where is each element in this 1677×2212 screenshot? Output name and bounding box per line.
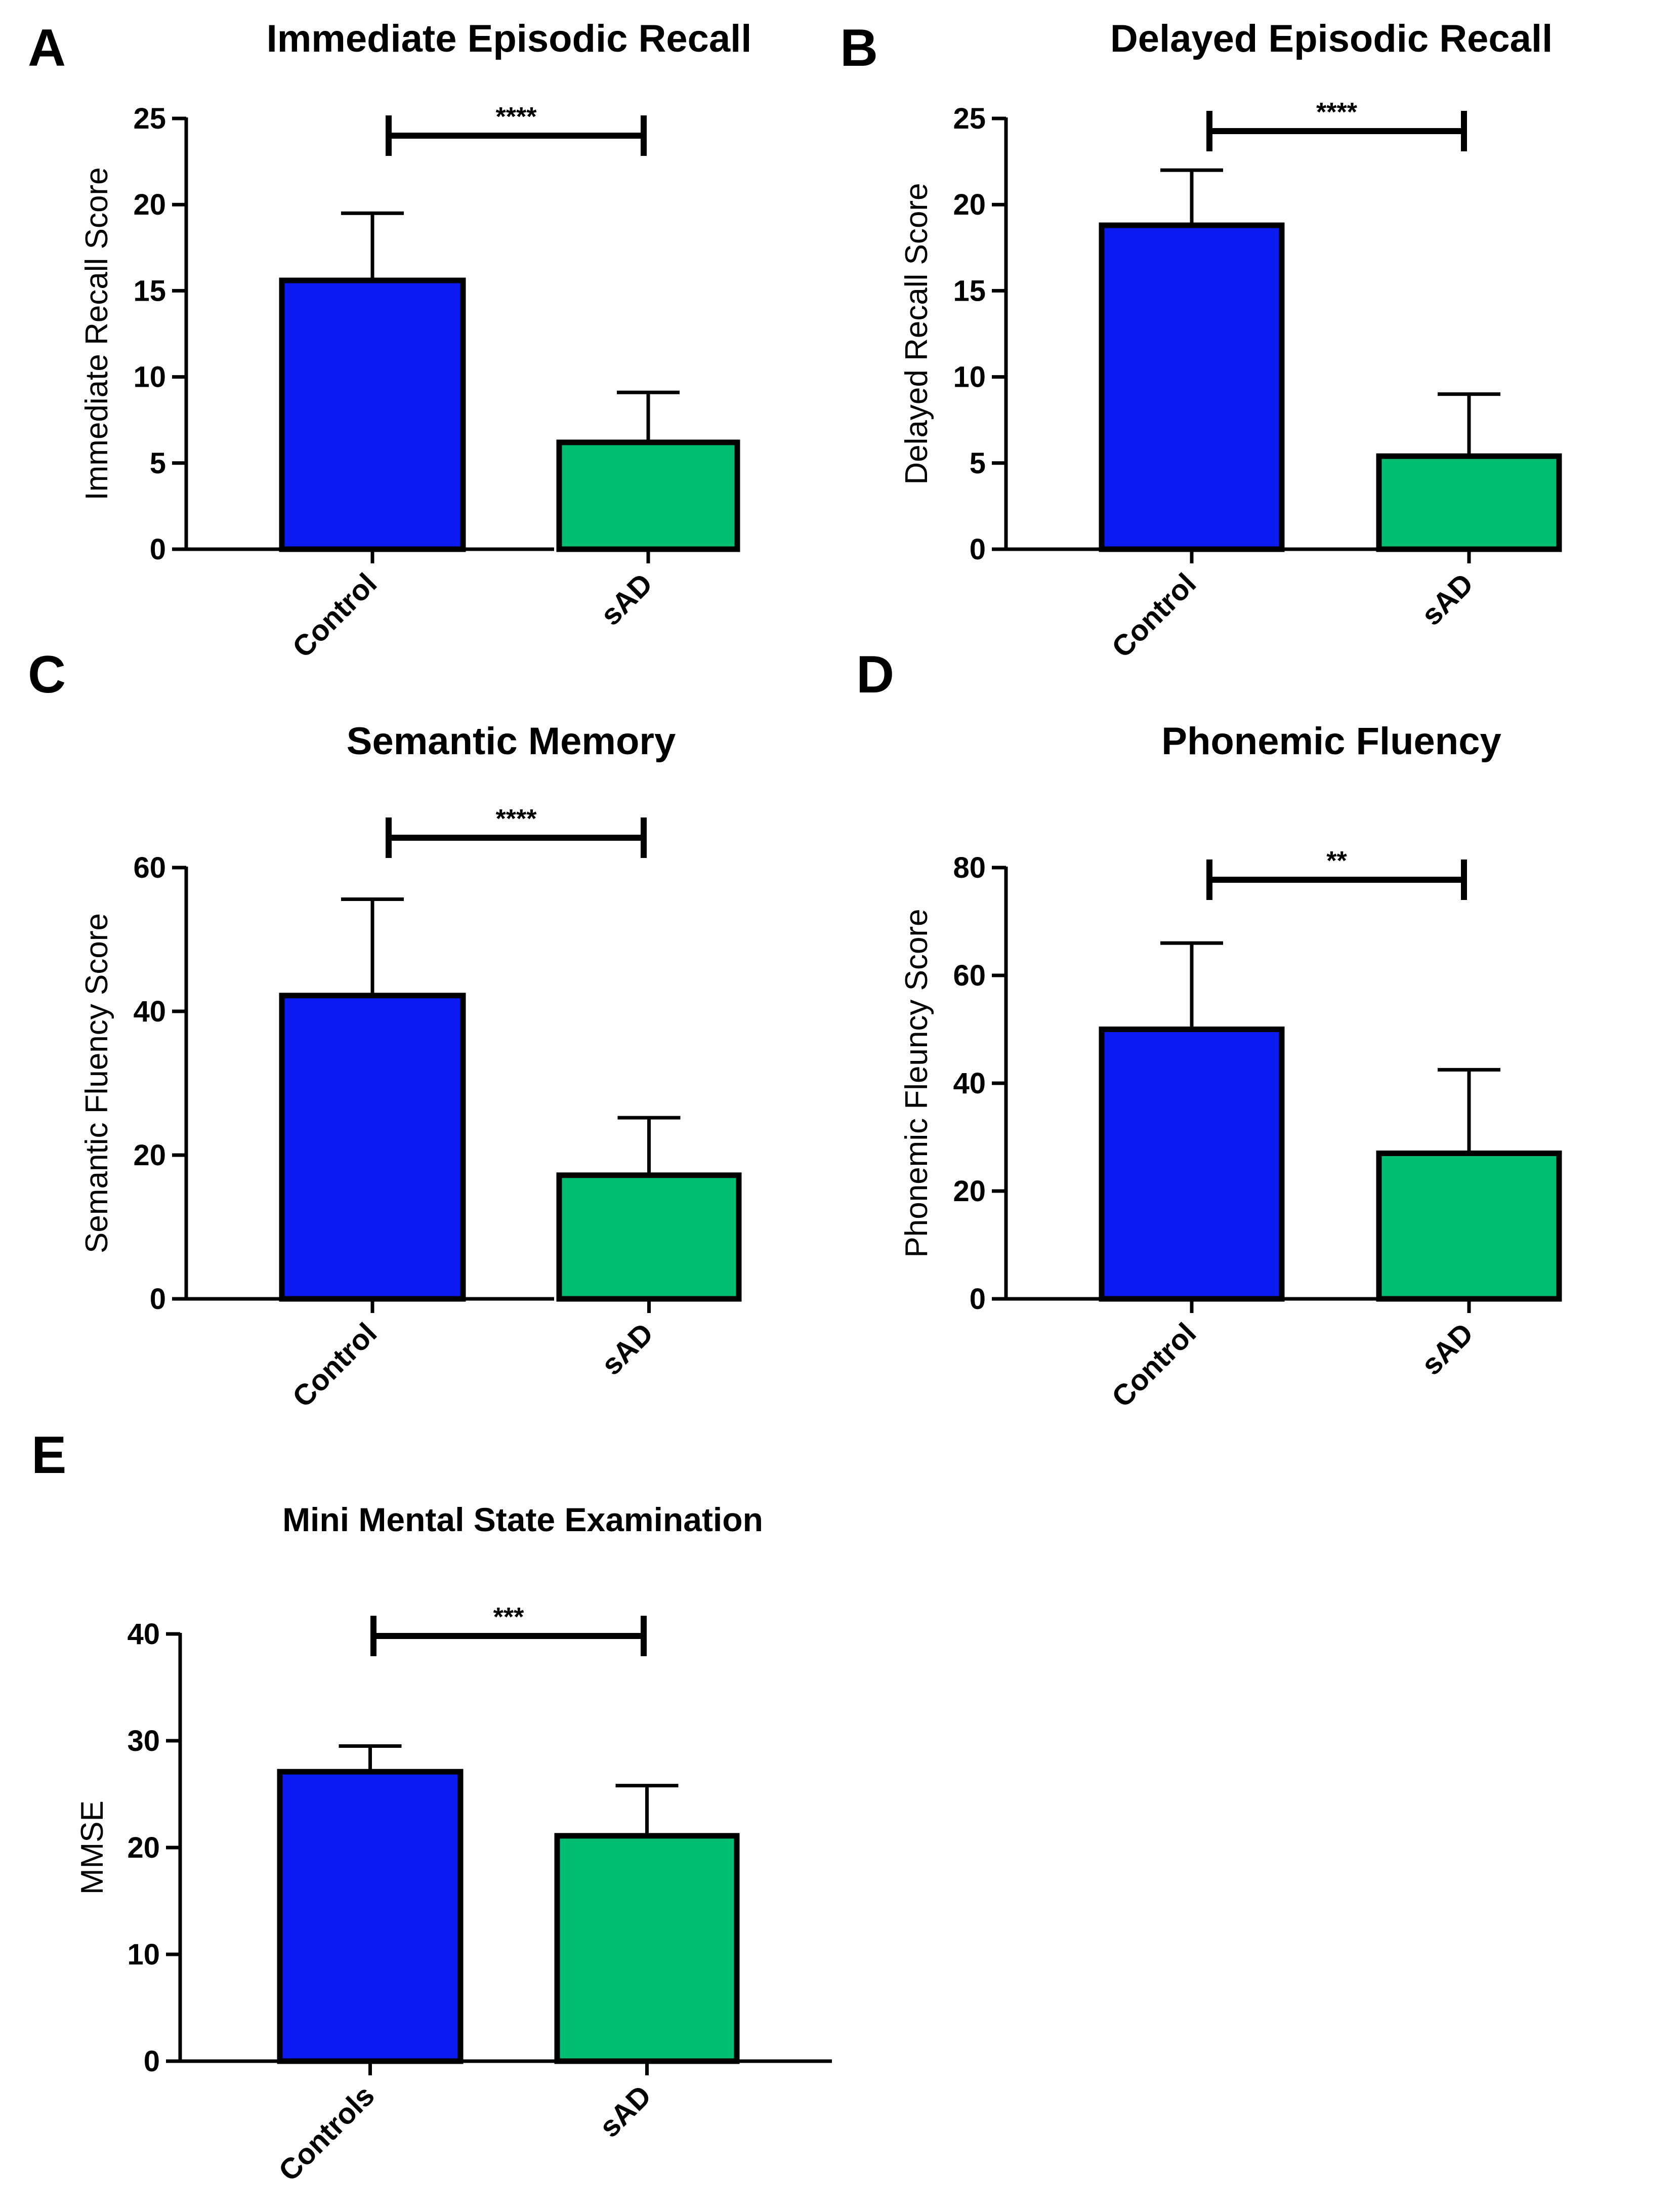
- y-tick-label: 0: [150, 533, 166, 566]
- x-tick-label: sAD: [594, 567, 659, 632]
- bar-control: [1099, 222, 1285, 552]
- y-tick-label: 0: [144, 2045, 160, 2078]
- bar-sad: [554, 1833, 740, 2064]
- x-tick-label: Control: [1105, 567, 1202, 664]
- y-tick-label: 5: [150, 447, 166, 480]
- x-tick-label: Control: [286, 567, 383, 664]
- y-tick-label: 40: [127, 1618, 160, 1651]
- significance-label: **: [1326, 846, 1347, 876]
- chart-title: Immediate Episodic Recall: [267, 17, 752, 60]
- bar-control: [279, 993, 466, 1302]
- y-tick-label: 20: [133, 1139, 166, 1172]
- y-tick-label: 0: [970, 1283, 986, 1316]
- significance-label: ****: [496, 102, 537, 132]
- chart-title: Delayed Episodic Recall: [1110, 17, 1553, 60]
- significance-label: ****: [1316, 98, 1358, 127]
- y-tick-label: 15: [133, 274, 166, 307]
- panel-label: E: [31, 1426, 66, 1485]
- y-tick-label: 20: [953, 1175, 986, 1208]
- x-tick-label: Control: [286, 1317, 383, 1414]
- significance-label: ****: [496, 804, 537, 834]
- bar-sad: [1376, 453, 1562, 552]
- y-tick-label: 10: [127, 1938, 160, 1971]
- y-axis-label: Semantic Fluency Score: [79, 913, 114, 1253]
- bar-control: [1099, 1027, 1285, 1302]
- panel-label: C: [28, 645, 66, 704]
- chart-title: Semantic Memory: [347, 720, 676, 763]
- y-tick-label: 20: [133, 188, 166, 221]
- y-tick-label: 10: [953, 361, 986, 394]
- bar-sad: [556, 1172, 742, 1302]
- y-tick-label: 40: [953, 1067, 986, 1100]
- panel-e: E Mini Mental State Examination MMSE 0 10 20 3…: [31, 1426, 832, 2188]
- bar-controls: [277, 1769, 464, 2064]
- chart-title: Phonemic Fluency: [1161, 720, 1501, 763]
- x-tick-label: sAD: [1415, 567, 1480, 632]
- panel-d: D Phonemic Fluency Phonemic Fleuncy Score 0…: [856, 645, 1562, 1414]
- panel-label: A: [28, 19, 66, 77]
- y-tick-label: 0: [970, 533, 986, 566]
- y-tick-label: 30: [127, 1725, 160, 1757]
- y-tick-label: 0: [150, 1283, 166, 1316]
- x-tick-label: Controls: [272, 2079, 381, 2188]
- significance-label: ***: [493, 1603, 524, 1632]
- y-tick-label: 20: [953, 188, 986, 221]
- panel-c: C Semantic Memory Semantic Fluency Score 0 2…: [28, 645, 742, 1414]
- panel-a: A Immediate Episodic Recall Immediate Reca…: [28, 17, 751, 664]
- y-tick-label: 25: [953, 102, 986, 135]
- x-tick-label: sAD: [595, 1317, 660, 1381]
- y-tick-label: 10: [133, 361, 166, 394]
- bar-control: [279, 277, 466, 552]
- y-axis-label: Delayed Recall Score: [899, 183, 934, 484]
- panel-b: B Delayed Episodic Recall Delayed Recall S…: [840, 17, 1562, 664]
- y-axis-label: Immediate Recall Score: [79, 167, 114, 500]
- y-tick-label: 60: [133, 851, 166, 884]
- y-tick-label: 20: [127, 1831, 160, 1864]
- y-tick-label: 15: [953, 274, 986, 307]
- y-tick-label: 60: [953, 959, 986, 992]
- chart-title: Mini Mental State Examination: [282, 1501, 763, 1538]
- bar-sad: [1376, 1150, 1562, 1302]
- y-tick-label: 80: [953, 851, 986, 884]
- y-tick-label: 40: [133, 995, 166, 1028]
- bar-sad: [556, 439, 740, 552]
- y-axis-label: MMSE: [75, 1800, 110, 1895]
- x-tick-label: sAD: [1415, 1317, 1480, 1381]
- x-tick-label: sAD: [593, 2079, 658, 2144]
- y-tick-label: 5: [970, 447, 986, 480]
- y-axis-label: Phonemic Fleuncy Score: [899, 909, 934, 1257]
- panel-label: D: [856, 645, 894, 704]
- panel-label: B: [840, 19, 878, 77]
- x-tick-label: Control: [1105, 1317, 1202, 1414]
- y-tick-label: 25: [133, 102, 166, 135]
